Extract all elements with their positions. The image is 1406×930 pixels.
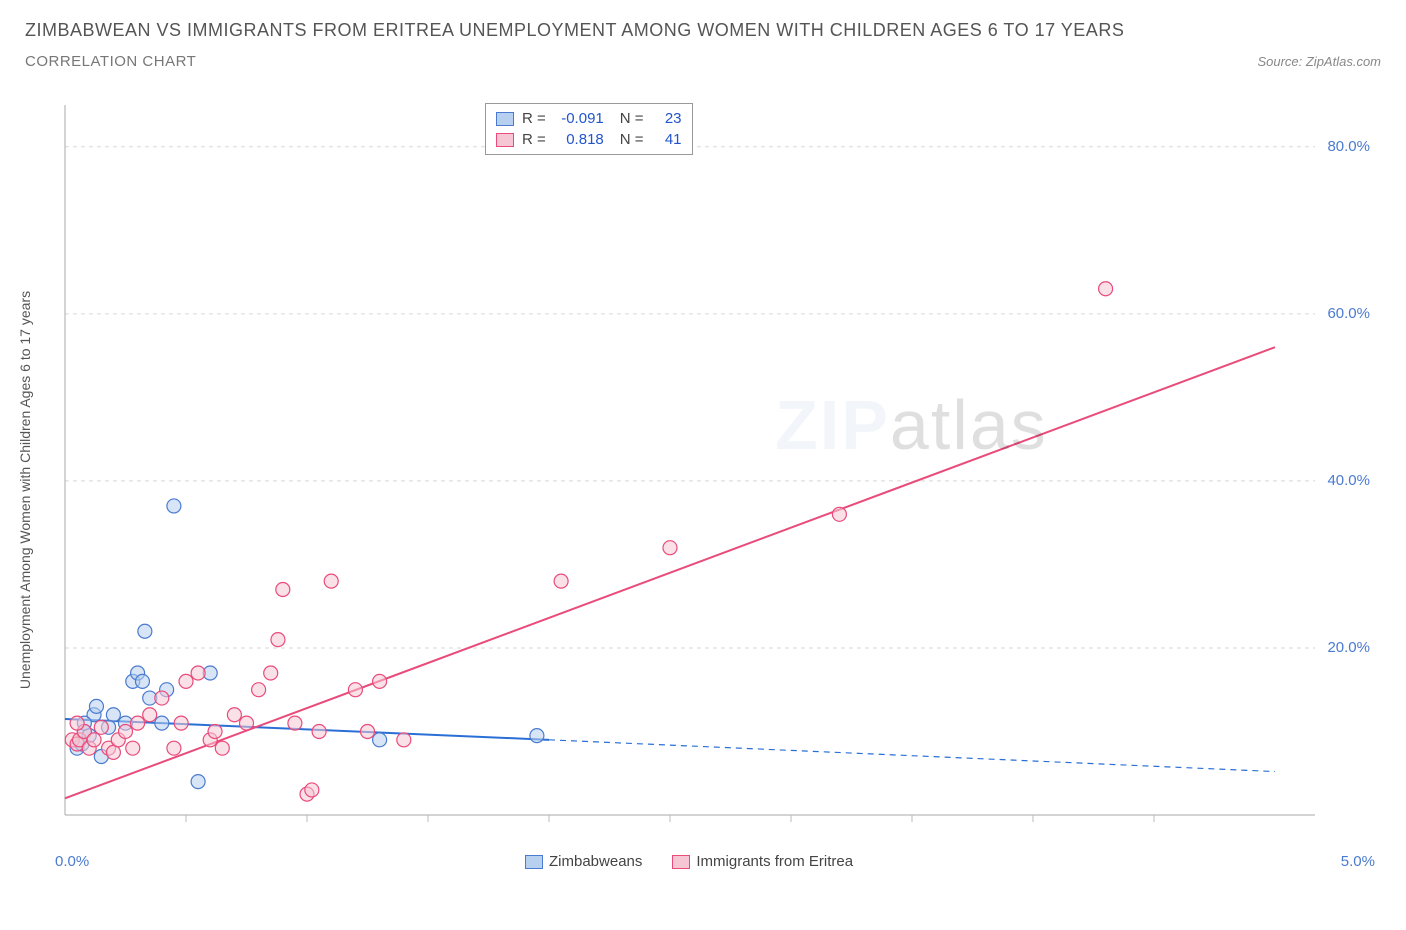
legend-n-value: 41 (652, 131, 682, 148)
legend-n-label: N = (620, 131, 644, 148)
legend-r-label: R = (522, 110, 546, 127)
legend-series-label: Immigrants from Eritrea (696, 853, 853, 870)
y-tick-label: 80.0% (1310, 138, 1370, 155)
scatter-svg (55, 105, 1345, 845)
legend-swatch (672, 855, 690, 869)
chart-subtitle: CORRELATION CHART (25, 53, 196, 70)
y-tick-label: 60.0% (1310, 305, 1370, 322)
legend-series-label: Zimbabweans (549, 853, 642, 870)
legend-bottom: Zimbabweans Immigrants from Eritrea (525, 853, 853, 870)
legend-n-value: 23 (652, 110, 682, 127)
y-tick-label: 40.0% (1310, 472, 1370, 489)
legend-swatch (496, 133, 514, 147)
legend-r-value: 0.818 (554, 131, 604, 148)
chart-title: ZIMBABWEAN VS IMMIGRANTS FROM ERITREA UN… (25, 20, 1381, 41)
legend-r-value: -0.091 (554, 110, 604, 127)
legend-swatch (496, 112, 514, 126)
y-tick-label: 20.0% (1310, 639, 1370, 656)
x-tick-start: 0.0% (55, 853, 89, 870)
legend-swatch (525, 855, 543, 869)
x-tick-end: 5.0% (1341, 853, 1375, 870)
y-axis-label: Unemployment Among Women with Children A… (17, 291, 33, 689)
source-label: Source: ZipAtlas.com (1257, 54, 1381, 69)
legend-r-label: R = (522, 131, 546, 148)
plot-area: Unemployment Among Women with Children A… (55, 105, 1375, 875)
legend-rn: R = -0.091 N = 23 R = 0.818 N = 41 (485, 103, 693, 155)
legend-n-label: N = (620, 110, 644, 127)
